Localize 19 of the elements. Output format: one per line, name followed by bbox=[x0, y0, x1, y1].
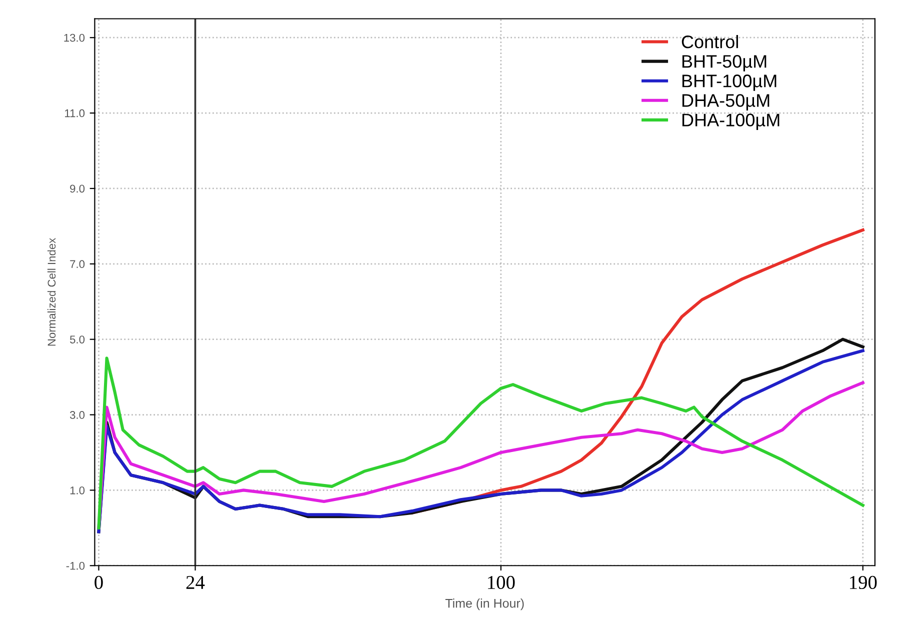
y-tick-label: 7.0 bbox=[70, 260, 85, 268]
x-tick-label: 24 bbox=[186, 576, 205, 589]
y-tick-label: 1.0 bbox=[70, 486, 85, 494]
x-tick-label: 100 bbox=[488, 576, 515, 590]
y-tick-label: 9.0 bbox=[70, 184, 85, 193]
legend-label: BHT-100µM bbox=[682, 74, 776, 91]
x-tick-label: 0 bbox=[94, 576, 103, 590]
y-axis-title: Normalized Cell Index bbox=[47, 238, 56, 346]
x-tick-label: 190 bbox=[850, 576, 877, 590]
legend-label: Control bbox=[682, 35, 738, 48]
legend-label: DHA-100µM bbox=[682, 114, 780, 130]
legend-label: BHT-50µM bbox=[682, 55, 766, 72]
y-tick-label: -1.0 bbox=[66, 562, 85, 570]
y-tick-label: 13.0 bbox=[64, 34, 85, 42]
y-tick-label: 11.0 bbox=[65, 109, 85, 118]
y-tick-label: 3.0 bbox=[70, 411, 85, 419]
x-axis-title: Time (in Hour) bbox=[445, 598, 524, 610]
y-tick-label: 5.0 bbox=[70, 336, 85, 344]
legend-label: DHA-50µM bbox=[682, 94, 770, 110]
